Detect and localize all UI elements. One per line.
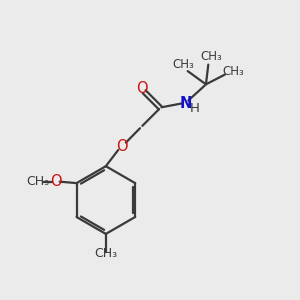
Text: O: O xyxy=(116,139,128,154)
Text: N: N xyxy=(179,96,191,111)
Text: CH₃: CH₃ xyxy=(222,65,244,78)
Text: H: H xyxy=(190,102,200,115)
Text: CH₃: CH₃ xyxy=(172,58,194,71)
Text: CH₃: CH₃ xyxy=(200,50,222,63)
Text: O: O xyxy=(50,174,62,189)
Text: CH₃: CH₃ xyxy=(26,175,49,188)
Text: CH₃: CH₃ xyxy=(94,247,117,260)
Text: O: O xyxy=(136,81,148,96)
